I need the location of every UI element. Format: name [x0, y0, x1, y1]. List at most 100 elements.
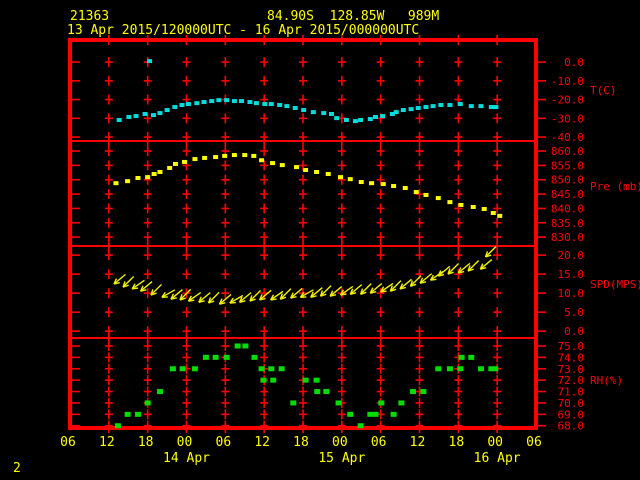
- humidity-marker: [223, 354, 230, 360]
- y-tick-label: -10.0: [551, 75, 584, 88]
- pressure-marker: [167, 165, 173, 170]
- wind-arrow: [369, 282, 383, 294]
- pressure-marker: [202, 155, 208, 160]
- pressure-marker: [151, 171, 157, 176]
- y-tick-label: 20.0: [558, 249, 585, 262]
- temperature-marker: [380, 114, 386, 119]
- humidity-marker: [302, 377, 309, 383]
- humidity-marker: [435, 366, 442, 372]
- y-tick-label: 830.0: [551, 231, 584, 244]
- temperature-marker: [310, 110, 316, 115]
- time-tick-label: 12: [410, 435, 426, 450]
- temperature-marker: [358, 118, 364, 122]
- wind-arrow: [359, 283, 372, 295]
- wind-arrow: [249, 290, 262, 302]
- temperature-marker: [277, 103, 283, 107]
- station-id: 21363: [70, 9, 110, 24]
- temperature-marker: [367, 117, 373, 122]
- humidity-marker: [410, 389, 417, 395]
- pressure-marker: [325, 171, 331, 176]
- temperature-marker: [372, 115, 378, 119]
- y-tick-label: 73.0: [558, 363, 585, 376]
- pressure-marker: [338, 175, 344, 180]
- humidity-marker: [144, 400, 151, 406]
- temperature-marker: [216, 98, 222, 103]
- temperature-marker: [224, 98, 230, 103]
- pressure-marker: [347, 177, 353, 182]
- humidity-marker: [420, 389, 427, 395]
- y-tick-label: 72.0: [558, 374, 585, 387]
- wind-arrow: [218, 293, 232, 305]
- temperature-marker: [194, 101, 200, 106]
- wind-arrow: [467, 259, 480, 272]
- humidity-marker: [468, 354, 475, 360]
- humidity-marker: [278, 366, 285, 372]
- temperature-marker: [447, 103, 453, 107]
- station-location: 84.90S 128.85W 989M: [267, 9, 440, 24]
- humidity-marker: [398, 400, 405, 406]
- temperature-marker: [457, 102, 463, 107]
- pressure-marker: [157, 169, 163, 174]
- pressure-marker: [270, 161, 276, 166]
- panel-unit-label: Pre (mb): [590, 180, 640, 193]
- pressure-marker: [447, 200, 453, 205]
- humidity-marker: [258, 366, 265, 372]
- pressure-marker: [172, 161, 178, 166]
- series-temperature: [116, 59, 499, 124]
- wind-arrow: [310, 287, 323, 299]
- humidity-marker: [251, 354, 258, 360]
- humidity-marker: [179, 366, 186, 372]
- humidity-marker: [156, 389, 163, 395]
- humidity-marker: [477, 366, 484, 372]
- humidity-marker: [260, 377, 267, 383]
- page-number: 2: [13, 461, 21, 476]
- humidity-marker: [268, 366, 275, 372]
- y-tick-label: 0.0: [564, 325, 584, 338]
- temperature-marker: [493, 105, 499, 110]
- humidity-marker: [124, 411, 131, 417]
- pressure-marker: [279, 163, 285, 168]
- time-tick-label: 06: [216, 435, 232, 450]
- wind-arrow: [238, 292, 252, 303]
- temperature-marker: [478, 104, 484, 109]
- temperature-marker: [116, 118, 122, 122]
- y-tick-label: 74.0: [558, 351, 585, 364]
- temperature-marker: [352, 119, 358, 124]
- pressure-marker: [294, 165, 300, 170]
- pressure-marker: [391, 184, 397, 189]
- plot-frame: [68, 38, 538, 430]
- wind-arrow: [409, 275, 422, 287]
- pressure-marker: [182, 159, 188, 164]
- y-tick-label: 75.0: [558, 340, 585, 353]
- pressure-marker: [135, 176, 141, 181]
- pressure-marker: [369, 181, 375, 186]
- y-tick-label: 835.0: [551, 217, 584, 230]
- humidity-marker: [390, 411, 397, 417]
- temperature-marker: [430, 104, 436, 109]
- temperature-marker: [328, 112, 334, 116]
- humidity-marker: [314, 389, 321, 395]
- time-tick-label: 18: [449, 435, 465, 450]
- temperature-marker: [185, 102, 191, 107]
- pressure-marker: [125, 179, 131, 184]
- time-tick-label: 12: [254, 435, 270, 450]
- wind-arrow: [229, 294, 244, 304]
- pressure-marker: [497, 213, 503, 218]
- humidity-marker: [134, 411, 141, 417]
- temperature-marker: [393, 110, 399, 115]
- pressure-marker: [481, 206, 487, 211]
- wind-arrow: [113, 273, 126, 285]
- temperature-marker: [247, 100, 253, 104]
- humidity-marker: [242, 343, 249, 349]
- humidity-marker: [270, 377, 277, 383]
- y-tick-label: 855.0: [551, 159, 584, 172]
- temperature-marker: [133, 114, 139, 119]
- y-tick-label: 860.0: [551, 145, 584, 158]
- y-tick-label: 70.0: [558, 397, 585, 410]
- time-axis-labels: 06 12 18 00 06 12 18 00 06 12 18 00 06 14 Apr 15 Apr 16…: [60, 435, 542, 466]
- temperature-marker: [488, 105, 494, 110]
- wind-arrow: [484, 245, 497, 258]
